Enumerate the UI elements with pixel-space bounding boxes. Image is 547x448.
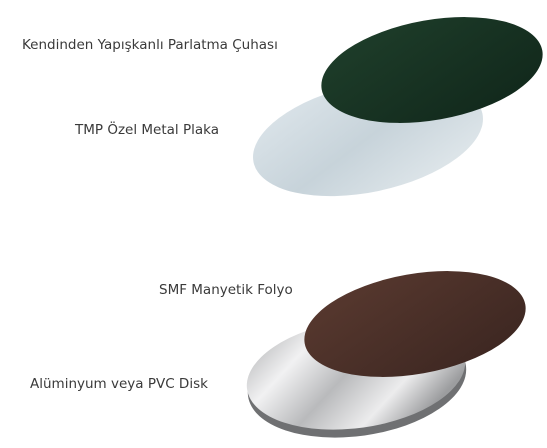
magnetic-foil xyxy=(304,271,526,377)
layer-label: SMF Manyetik Folyo xyxy=(159,282,293,298)
layer-label: Kendinden Yapışkanlı Parlatma Çuhası xyxy=(22,37,278,53)
layer-label: TMP Özel Metal Plaka xyxy=(74,120,219,138)
layer-label: Alüminyum veya PVC Disk xyxy=(30,376,208,392)
polishing-cloth xyxy=(321,17,543,123)
